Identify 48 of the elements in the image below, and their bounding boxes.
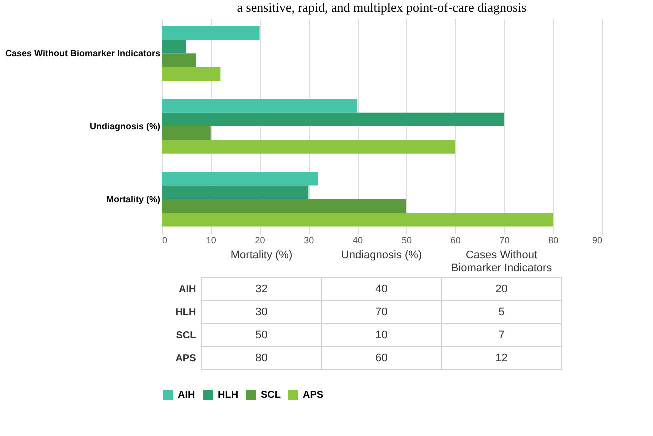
x-tick-label: 90 [592,236,602,246]
legend-label: APS [303,390,324,401]
bar [162,172,318,186]
x-tick-label: 80 [548,236,559,246]
x-tick-label: 30 [304,236,314,246]
x-tick-label: 70 [500,236,510,246]
bar [162,67,221,81]
bar [162,213,554,227]
text: a sensitive, rapid, and multiplex point-of-care diagnosis [237,0,527,15]
x-tick-label: Undiagnosis (%) [341,250,422,262]
bar [162,54,196,68]
bar [162,26,260,40]
y-tick-label: AIH [179,284,196,296]
data-label: 30 [256,306,268,318]
x-tick-label: 50 [402,236,412,246]
bar [162,126,211,140]
bar [162,199,406,214]
y-tick-label: SCL [176,330,196,342]
data-label: 50 [256,330,268,342]
bar [162,40,186,54]
bar [162,99,358,113]
bar [162,112,504,126]
legend-label: HLH [218,390,239,401]
y-tick-label: Cases Without Biomarker Indicators [6,48,160,59]
data-label: 60 [376,352,388,364]
bar [162,140,456,154]
x-tick-label: 60 [450,236,461,246]
data-label: 40 [376,284,388,296]
y-tick-label: Undiagnosis (%) [90,122,160,132]
x-tick-label: 40 [353,236,364,246]
x-tick-label: Cases Without Biomarker Indicators [451,250,553,274]
data-label: 20 [496,284,508,296]
x-tick-label: 20 [255,236,266,246]
bar [162,186,309,200]
data-label: 10 [376,330,388,342]
y-tick-label: HLH [176,308,196,318]
y-tick-label: APS [176,354,197,364]
x-tick-label: Mortality (%) [230,250,293,262]
data-label: 80 [256,352,268,364]
x-tick-label: 10 [206,236,216,246]
data-label: 12 [496,352,508,364]
data-label: 7 [498,330,505,342]
data-label: 32 [256,284,268,296]
y-tick-label: Mortality (%) [106,194,161,204]
data-label: 5 [498,306,505,318]
legend-label: SCL [261,390,281,401]
x-tick-label: 0 [162,236,168,246]
data-label: 70 [376,306,388,318]
